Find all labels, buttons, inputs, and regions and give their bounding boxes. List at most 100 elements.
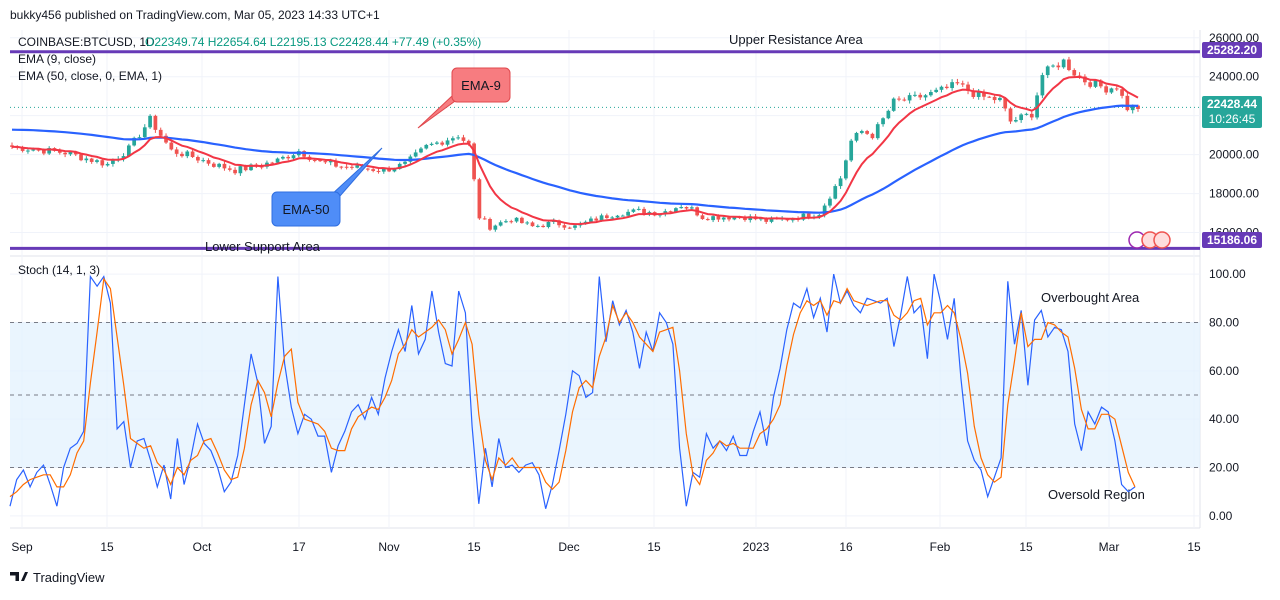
- ema50-line[interactable]: [11, 104, 1139, 214]
- candle-body: [381, 168, 386, 172]
- candle-body: [1083, 76, 1087, 83]
- candle: [148, 114, 152, 129]
- candle-body: [270, 162, 275, 164]
- ema9-legend[interactable]: EMA (9, close): [18, 52, 96, 66]
- candle-body: [1029, 113, 1034, 118]
- candle: [1051, 64, 1055, 68]
- economic-events-icons[interactable]: [1128, 231, 1171, 249]
- resistance-price-badge: 25282.20: [1202, 42, 1262, 58]
- candle: [100, 158, 105, 168]
- x-tick-label: 2023: [743, 540, 770, 554]
- candle-body: [190, 151, 195, 157]
- stoch-d-line[interactable]: [9, 277, 1136, 498]
- x-tick-label: Sep: [11, 540, 33, 554]
- candle: [376, 168, 381, 174]
- candle-body: [674, 208, 678, 212]
- candle-body: [397, 163, 402, 169]
- candle-body: [1067, 59, 1071, 71]
- candle: [854, 131, 859, 143]
- candle: [881, 117, 885, 127]
- candle-body: [743, 217, 747, 221]
- candle: [286, 155, 291, 161]
- candle: [934, 87, 939, 94]
- tradingview-brand-text: TradingView: [33, 570, 105, 585]
- candle-body: [440, 142, 445, 145]
- candle: [95, 158, 99, 164]
- ema9-callout-text: EMA-9: [461, 78, 501, 93]
- candle-body: [466, 140, 471, 144]
- candle: [238, 165, 243, 176]
- candle: [923, 94, 928, 101]
- candle: [180, 151, 184, 158]
- candle-body: [966, 84, 970, 91]
- candle: [504, 219, 508, 224]
- candle-body: [923, 95, 928, 98]
- candle: [636, 206, 641, 211]
- candle-body: [913, 94, 917, 96]
- candle: [573, 224, 577, 231]
- candle-body: [1024, 113, 1029, 115]
- candle: [955, 78, 960, 86]
- candle-body: [488, 218, 492, 230]
- candle-body: [530, 222, 535, 227]
- event-flag-icon[interactable]: [1153, 231, 1171, 249]
- candle: [679, 204, 684, 209]
- support-price-badge: 15186.06: [1202, 232, 1262, 248]
- candle-body: [870, 133, 875, 139]
- candle-body: [429, 143, 434, 145]
- candle: [833, 184, 838, 200]
- overbought-label: Overbought Area: [1041, 290, 1140, 305]
- stoch-k-line[interactable]: [9, 273, 1136, 509]
- candle-body: [897, 98, 901, 100]
- candle-body: [456, 137, 461, 139]
- candle-body: [355, 165, 360, 168]
- candle: [429, 142, 434, 146]
- symbol-label[interactable]: COINBASE:BTCUSD, 1D: [18, 35, 155, 49]
- candle: [1024, 112, 1029, 116]
- candle-body: [769, 217, 774, 222]
- candle: [960, 80, 965, 87]
- candle-body: [206, 160, 211, 164]
- candle-body: [1114, 88, 1119, 90]
- candle-body: [992, 96, 997, 101]
- candle: [201, 157, 206, 163]
- candle-body: [716, 216, 721, 220]
- stoch-legend[interactable]: Stoch (14, 1, 3): [18, 263, 100, 277]
- candle-body: [291, 155, 296, 159]
- candle-body: [759, 218, 763, 220]
- candle: [89, 157, 94, 164]
- candle: [174, 147, 179, 157]
- ema50-legend[interactable]: EMA (50, close, 0, EMA, 1): [18, 69, 162, 83]
- ema9-line[interactable]: [12, 75, 1139, 226]
- candle-body: [169, 142, 174, 150]
- candle: [440, 140, 445, 147]
- candle: [605, 213, 609, 219]
- candle-body: [419, 148, 423, 153]
- candle: [918, 92, 923, 100]
- candle-body: [286, 156, 291, 159]
- candle-body: [450, 138, 455, 141]
- candle: [1008, 106, 1013, 124]
- candle-body: [445, 140, 450, 145]
- ema-layer: [11, 75, 1139, 226]
- candle: [1067, 56, 1071, 72]
- candle-body: [1045, 66, 1050, 76]
- candle: [26, 148, 30, 154]
- price-pane[interactable]: [10, 30, 1200, 252]
- candle-body: [727, 217, 731, 220]
- candle-body: [31, 149, 36, 151]
- tradingview-logo[interactable]: TradingView: [10, 570, 105, 585]
- candle-body: [435, 142, 439, 144]
- candle: [126, 143, 131, 157]
- candle: [190, 149, 195, 158]
- candle-body: [854, 132, 859, 141]
- candle-body: [1088, 82, 1093, 87]
- candle: [987, 95, 992, 98]
- candle-body: [801, 213, 806, 220]
- candle-body: [47, 148, 52, 154]
- candle-body: [1098, 80, 1103, 87]
- candle-body: [982, 92, 986, 97]
- candle-body: [392, 168, 397, 172]
- x-tick-label: Dec: [558, 540, 579, 554]
